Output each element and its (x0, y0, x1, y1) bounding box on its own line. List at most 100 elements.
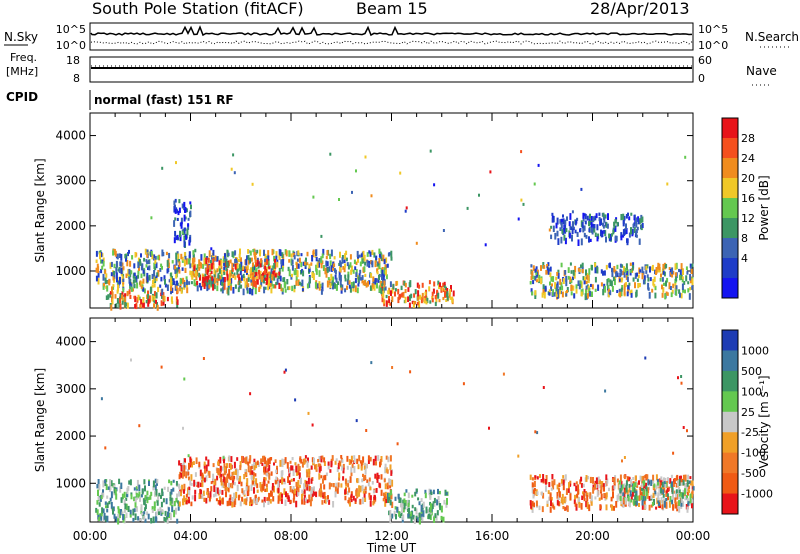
data-cell (205, 475, 208, 482)
data-cell (574, 265, 577, 273)
data-cell (602, 222, 604, 227)
data-cell (344, 274, 347, 279)
data-cell (641, 483, 644, 488)
data-cell (665, 498, 668, 502)
data-cell (242, 265, 245, 270)
data-cell (165, 498, 168, 505)
colorbar-segment (722, 432, 738, 454)
data-cell (277, 481, 280, 488)
data-cell (432, 501, 435, 505)
data-cell (266, 278, 268, 284)
data-cell (634, 500, 637, 505)
data-cell (244, 281, 247, 288)
data-cell (255, 262, 257, 267)
data-cell (395, 514, 397, 520)
data-cell (129, 283, 132, 290)
data-cell (291, 273, 293, 278)
data-cell (325, 260, 328, 267)
data-cell (134, 304, 137, 309)
data-cell (139, 258, 141, 263)
data-cell (166, 260, 169, 267)
data-cell (148, 481, 150, 486)
data-cell (310, 465, 313, 470)
data-cell (137, 257, 140, 262)
data-cell (174, 269, 177, 274)
data-cell (595, 483, 598, 489)
data-cell (139, 304, 142, 308)
data-cell (376, 270, 379, 275)
data-cell (253, 487, 255, 494)
data-cell (207, 459, 210, 467)
data-cell (300, 459, 303, 464)
data-cell (632, 491, 634, 497)
data-cell (108, 501, 111, 505)
data-cell (445, 286, 447, 293)
data-cell (217, 461, 220, 466)
data-cell (359, 498, 362, 505)
data-cell (155, 299, 157, 304)
data-cell (246, 288, 249, 294)
data-cell (684, 483, 687, 490)
data-cell (384, 483, 387, 490)
data-cell (372, 280, 375, 284)
data-cell (115, 303, 118, 308)
data-cell (189, 479, 192, 486)
data-cell (680, 492, 683, 499)
data-cell (128, 276, 131, 284)
data-cell (232, 153, 235, 157)
data-cell (586, 495, 589, 502)
data-cell (415, 508, 418, 512)
data-cell (298, 484, 301, 488)
data-cell (234, 263, 237, 270)
data-cell (246, 269, 249, 273)
data-cell (588, 268, 591, 275)
data-cell (592, 477, 594, 484)
data-cell (157, 286, 160, 293)
data-cell (97, 489, 99, 496)
data-cell (139, 261, 142, 266)
data-cell (244, 266, 246, 273)
data-cell (680, 500, 683, 507)
data-cell (559, 227, 562, 231)
data-cell (382, 274, 385, 280)
data-cell (437, 488, 439, 495)
data-cell (256, 460, 259, 466)
data-cell (216, 285, 219, 292)
data-cell (391, 501, 394, 508)
data-cell (208, 471, 211, 478)
data-cell (106, 515, 109, 523)
data-cell (210, 481, 213, 485)
data-cell (200, 263, 203, 269)
data-cell (398, 511, 401, 517)
data-cell (236, 257, 238, 262)
data-cell (217, 500, 220, 505)
data-cell (489, 170, 492, 174)
data-cell (666, 277, 669, 283)
data-cell (689, 286, 692, 291)
data-cell (551, 480, 554, 487)
data-cell (229, 483, 231, 487)
data-cell (256, 489, 259, 493)
data-cell (550, 225, 553, 229)
data-cell (336, 487, 339, 494)
data-cell (132, 288, 134, 292)
data-cell (637, 282, 640, 289)
data-cell (283, 370, 286, 374)
data-cell (598, 480, 601, 485)
data-cell (318, 456, 321, 462)
data-cell (630, 289, 633, 293)
data-cell (254, 264, 257, 271)
data-cell (220, 265, 223, 270)
data-cell (270, 287, 273, 294)
data-cell (546, 500, 549, 504)
data-cell (125, 273, 128, 278)
data-cell (216, 268, 219, 273)
data-cell (646, 474, 649, 480)
data-cell (373, 252, 376, 258)
data-cell (247, 277, 250, 282)
data-cell (277, 495, 280, 502)
data-cell (171, 287, 174, 293)
data-cell (440, 515, 443, 521)
data-cell (222, 277, 225, 283)
data-cell (178, 483, 181, 489)
